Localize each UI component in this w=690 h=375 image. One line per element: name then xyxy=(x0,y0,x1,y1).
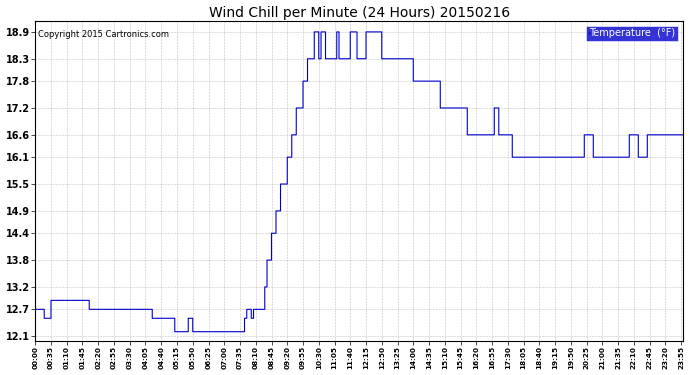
Title: Wind Chill per Minute (24 Hours) 20150216: Wind Chill per Minute (24 Hours) 2015021… xyxy=(208,6,510,20)
Text: Copyright 2015 Cartronics.com: Copyright 2015 Cartronics.com xyxy=(39,30,170,39)
Legend: Temperature  (°F): Temperature (°F) xyxy=(586,26,678,41)
